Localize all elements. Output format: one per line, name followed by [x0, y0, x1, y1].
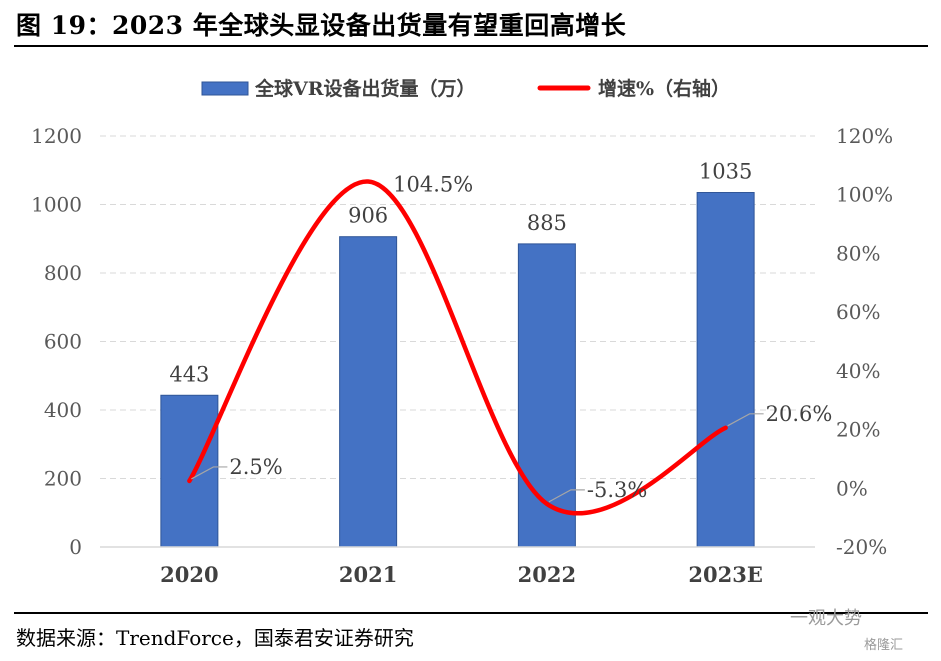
x-tick-label: 2020	[160, 562, 218, 587]
y-left-tick-label: 800	[44, 261, 82, 285]
y-left-tick-label: 1000	[31, 193, 82, 217]
y-right-tick-label: -20%	[836, 535, 887, 559]
y-left-tick-label: 600	[44, 330, 82, 354]
growth-value-label: 104.5%	[393, 173, 473, 197]
leader-line	[191, 466, 228, 480]
y-right-tick-label: 40%	[836, 359, 880, 383]
leader-line	[727, 413, 764, 427]
y-left-tick-label: 1200	[31, 124, 82, 148]
legend-line-label: 增速%（右轴）	[598, 77, 730, 100]
grid-lines	[100, 135, 815, 479]
bar-value-label: 443	[169, 362, 209, 386]
x-tick-label: 2023E	[688, 562, 762, 587]
bar-value-label: 906	[348, 204, 388, 228]
axes: 0 200 400 600 800 1000 1200 -20% 0% 20% 40% 60% 80% 1…	[31, 124, 893, 587]
bar-value-label: 885	[527, 211, 567, 235]
x-tick-label: 2021	[339, 562, 397, 587]
legend: 全球VR设备出货量（万） 增速%（右轴）	[201, 77, 730, 100]
growth-value-label: 2.5%	[229, 455, 282, 479]
bar-value-label: 1035	[699, 160, 752, 184]
y-left-tick-label: 400	[44, 398, 82, 422]
y-left-tick-label: 200	[44, 467, 82, 491]
figure-title: 图 19：2023 年全球头显设备出货量有望重回高增长	[16, 11, 627, 40]
y-right-tick-label: 80%	[836, 241, 880, 265]
source-note: 数据来源：TrendForce，国泰君安证券研究	[16, 626, 414, 650]
y-right-tick-label: 0%	[836, 476, 868, 500]
legend-bar-label: 全球VR设备出货量（万）	[254, 77, 476, 100]
data-labels: 443 906 885 1035 2.5% 104.5% -5.3% 20.6%	[169, 160, 833, 503]
bar-series	[160, 192, 755, 548]
y-right-tick-label: 60%	[836, 300, 880, 324]
watermark-secondary: 格隆汇	[864, 638, 904, 653]
bar	[696, 192, 755, 548]
watermark: 一观大势	[790, 608, 862, 629]
line-series	[187, 179, 728, 516]
y-left-tick-label: 0	[69, 535, 82, 559]
x-tick-label: 2022	[518, 562, 576, 587]
growth-value-label: 20.6%	[766, 402, 833, 426]
title-rule	[14, 45, 928, 47]
bar	[160, 394, 219, 548]
bar	[517, 243, 576, 548]
y-right-tick-label: 100%	[836, 183, 893, 207]
bar	[339, 236, 398, 548]
legend-bar-swatch	[201, 81, 249, 96]
bottom-rule	[14, 612, 928, 614]
growth-line	[187, 179, 728, 516]
leader-line	[548, 489, 585, 503]
growth-value-label: -5.3%	[587, 478, 647, 502]
y-right-tick-label: 120%	[836, 124, 893, 148]
y-right-tick-label: 20%	[836, 418, 880, 442]
